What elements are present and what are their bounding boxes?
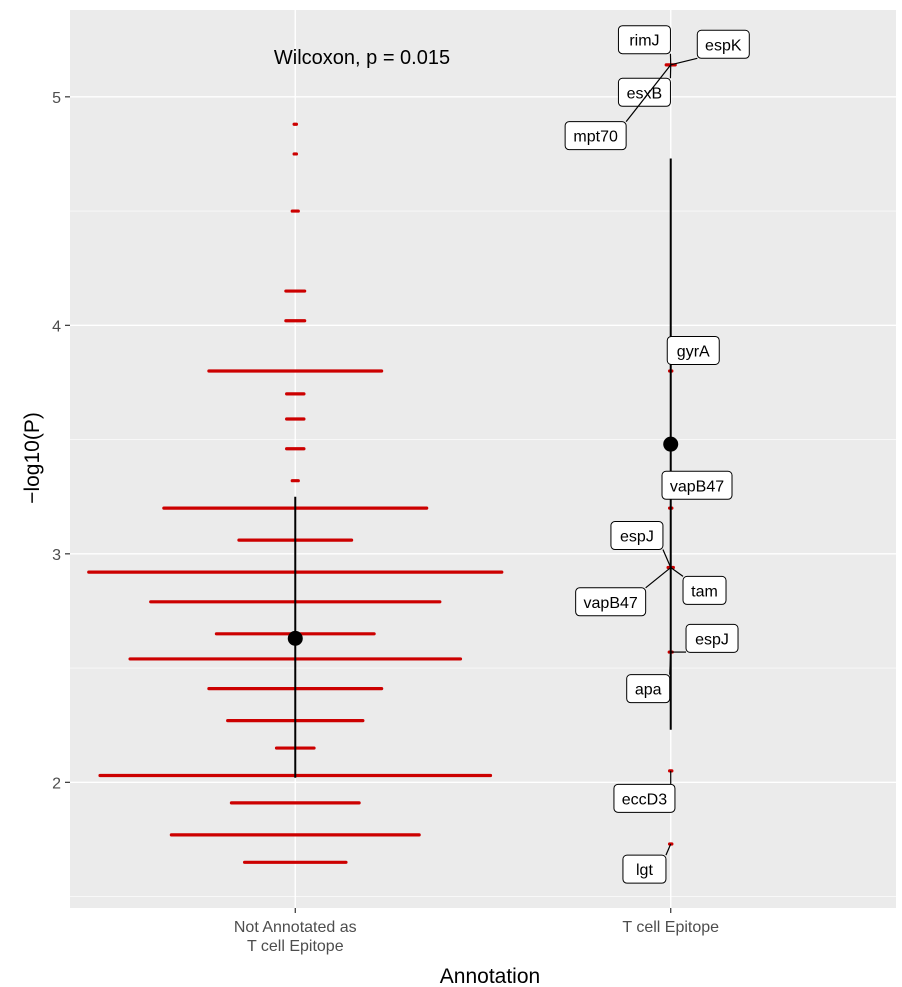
gene-label: eccD3 xyxy=(622,791,667,808)
gene-label: rimJ xyxy=(629,33,659,50)
y-tick-label: 2 xyxy=(52,775,61,792)
gene-label-box xyxy=(575,587,647,617)
gene-label-box xyxy=(696,29,750,59)
mean-point xyxy=(663,436,679,452)
label-leader xyxy=(645,567,672,589)
label-leader xyxy=(665,843,672,856)
label-leader xyxy=(625,64,672,123)
y-axis-title: −log10(P) xyxy=(21,412,44,504)
gene-label: espJ xyxy=(695,631,729,648)
gene-label-box xyxy=(682,575,727,605)
y-tick-label: 3 xyxy=(52,547,61,564)
gene-label: gyrA xyxy=(677,343,710,360)
mean-point xyxy=(287,630,303,646)
label-leader xyxy=(670,567,684,577)
label-leader xyxy=(662,549,672,568)
gene-label-box xyxy=(661,470,733,500)
axes: 2 3 4 5 Not Annotated as T cell Epitope T cell… xyxy=(52,90,719,955)
gene-label-box xyxy=(617,77,671,107)
stat-annotation: Wilcoxon, p = 0.015 xyxy=(274,47,450,69)
summary-stats xyxy=(287,158,679,778)
label-leader xyxy=(669,652,672,675)
x-tick-label: T cell Epitope xyxy=(622,919,719,936)
gene-label-box xyxy=(622,854,667,884)
y-tick-label: 5 xyxy=(52,90,61,107)
gene-label-box xyxy=(617,25,671,55)
gene-label-box xyxy=(610,521,664,551)
gene-label: tam xyxy=(691,583,718,600)
x-tick-label: Not Annotated as T cell Epitope xyxy=(234,919,357,955)
gene-label-box xyxy=(564,121,627,151)
gene-label: vapB47 xyxy=(584,595,638,612)
gene-label: esxB xyxy=(627,85,663,102)
gene-label-box xyxy=(626,674,671,704)
y-tick-label: 4 xyxy=(52,318,61,335)
x-axis-title: Annotation xyxy=(440,965,540,987)
gene-label: espK xyxy=(705,37,742,54)
gene-label: espJ xyxy=(620,529,654,546)
gene-label: lgt xyxy=(636,862,653,879)
plot-panel xyxy=(70,10,896,908)
gene-label-box xyxy=(666,335,720,365)
gene-label: mpt70 xyxy=(573,129,618,146)
gene-label: apa xyxy=(635,682,662,699)
gene-labels: rimJ espK esxB mpt70 gyrA vapB47 espJ tam vapB47… xyxy=(564,25,750,884)
gene-label-box xyxy=(613,783,676,813)
label-leader xyxy=(670,57,698,66)
gene-label: vapB47 xyxy=(670,478,724,495)
gene-label-box xyxy=(685,623,739,653)
